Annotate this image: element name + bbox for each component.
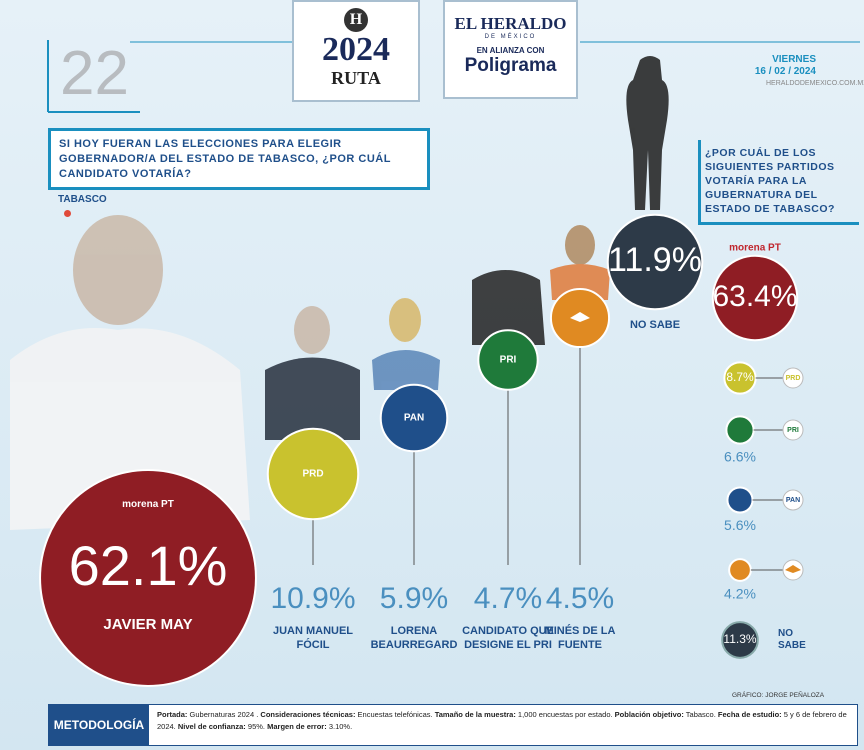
value-label: 5.6% [724,517,756,533]
bubble [726,486,754,514]
party-logo: PRD [302,469,323,480]
value-label: 11.3% [723,632,756,646]
party-logo-bg [782,419,804,441]
photo-silhouette [626,56,669,210]
bubble [711,254,799,342]
logo-year: 2024 [322,31,390,68]
methodology-value: Encuestas telefónicas. [357,710,433,719]
value-label: 4.7% [474,582,542,615]
methodology-key: Consideraciones técnicas: [260,710,356,719]
party-logo: morena PT [729,242,781,253]
day: VIERNES [772,54,816,65]
photo-body [372,350,440,390]
methodology-value: Tabasco. [685,710,716,719]
candidate-name: LORENA BEAURREGARD [370,625,458,651]
methodology-bar: METODOLOGÍA Portada: Gubernaturas 2024 .… [48,704,858,746]
methodology-key: Margen de error: [267,722,327,731]
issue-number: 22 [60,39,129,108]
methodology-label: METODOLOGÍA [49,705,149,745]
value-label: 4.5% [546,582,614,615]
bubble [39,469,257,687]
value-label: 5.9% [380,582,448,615]
bubble [266,427,360,521]
candidate-name: JUAN MANUEL FÓCIL [272,625,354,651]
photo-body [472,270,545,345]
date: 16 / 02 / 2024 [754,66,816,77]
value-label: 11.9% [608,241,702,279]
methodology-key: Tamaño de la muestra: [434,710,516,719]
photo-body [265,357,360,440]
party-logo: PAN [404,413,424,424]
methodology-key: Nivel de confianza: [177,722,246,731]
methodology-value: 95%. [247,722,266,731]
methodology-key: Población objetivo: [614,710,684,719]
methodology-value: 3.10%. [328,722,353,731]
methodology-value: 1,000 encuestas por estado. [517,710,613,719]
party-name: NO SABE [778,628,806,651]
photo-head [565,225,595,265]
candidate-name: NO SABE [629,319,681,332]
state-label: TABASCO [58,194,107,205]
bubble [379,383,449,453]
methodology-value: 5 y 6 de febrero de 2024. [157,710,847,731]
value-label: 4.2% [724,586,756,602]
logo-h: H [344,8,368,32]
party-logo-shape [785,565,801,573]
value-label: 63.4% [712,280,797,313]
bubble [606,213,704,311]
photo-head [389,298,421,342]
date-block: VIERNES 16 / 02 / 2024 HERALDODEMEXICO.C… [754,54,864,90]
brand-name: EL HERALDO [454,14,567,33]
methodology-key: Fecha de estudio: [717,710,782,719]
party-logo-bg [782,489,804,511]
photo-body [550,264,610,300]
party-logo: PRD [786,375,801,382]
party-question: ¿POR CUÁL DE LOS SIGUIENTES PARTIDOS VOT… [698,140,859,225]
state-dot [64,210,71,217]
ruta-logo: H 2024 RUTA [292,0,420,102]
methodology-key: Portada: [157,710,188,719]
party-logo: PRI [787,427,799,434]
methodology-text: Portada: Gubernaturas 2024 . Consideraci… [149,705,857,745]
party-logo-bg [782,367,804,389]
logo-ruta: RUTA [331,68,381,88]
bubble [721,621,759,659]
value-label: 10.9% [270,582,355,615]
methodology-value: Gubernaturas 2024 . [189,710,259,719]
candidate-name: JAVIER MAY [103,616,193,633]
photo-head [294,306,330,354]
brand-logo: EL HERALDO DE MÉXICO EN ALIANZA CON Poli… [443,0,578,99]
partner: Poligrama [464,55,557,76]
value-label: 6.6% [724,448,756,464]
candidate-name: CANDIDATO QUE DESIGNE EL PRI [462,625,554,651]
party-logo: morena PT [122,499,174,510]
party-logo: PRI [500,355,517,366]
party-logo: PAN [786,497,800,504]
candidate-name: MINÉS DE LA FUENTE [544,625,616,651]
alliance: EN ALIANZA CON [476,46,545,55]
bubble [477,329,539,391]
value-label: 8.7% [726,370,754,384]
bubble [728,558,752,582]
brand-sub: DE MÉXICO [484,34,537,40]
photo-silhouettes [10,56,669,530]
value-label: 62.1% [69,534,228,597]
party-logo-shape [570,312,590,322]
question-box: SI HOY FUERAN LAS ELECCIONES PARA ELEGIR… [48,128,430,190]
site: HERALDODEMEXICO.COM.MX [766,80,864,87]
photo-head [73,215,163,325]
credit: GRÁFICO: JORGE PEÑALOZA [732,692,825,699]
bubble [725,415,755,445]
